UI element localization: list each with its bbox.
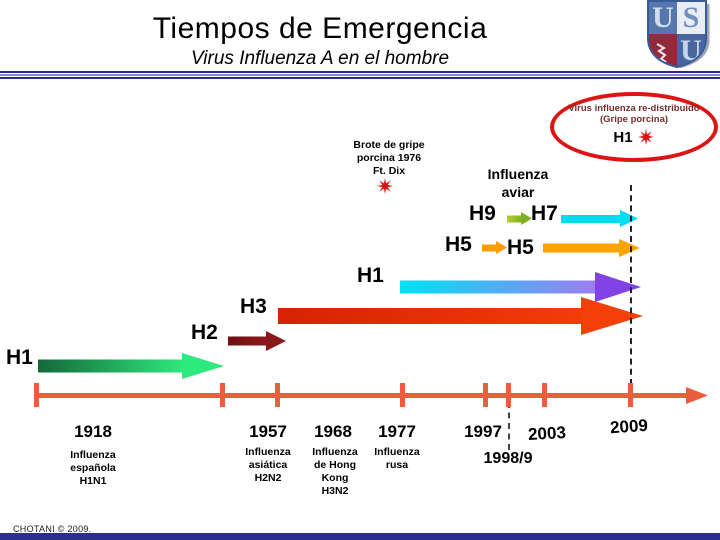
h1-russian-arrow (400, 272, 641, 302)
tick-1918 (34, 383, 39, 407)
credit-text: CHOTANI © 2009. (13, 524, 92, 534)
tick-1957 (220, 383, 225, 407)
page-title: Tiempos de Emergencia (152, 12, 488, 45)
h5-to-h5-arrow (482, 241, 507, 254)
strain-label-h7: H7 (531, 202, 558, 225)
year-label-1998-9: 1998/9 (483, 450, 533, 467)
strain-label-h1-russian: H1 (357, 264, 384, 287)
year-label-1957: 1957 (249, 422, 287, 441)
tick-1968 (275, 383, 280, 407)
h7-avian-arrow (561, 210, 638, 227)
year-label-1918: 1918 (74, 422, 112, 441)
redistributed-line1: Virus influenza re-distribuido (568, 103, 700, 114)
year-label-1968: 1968 (314, 422, 352, 441)
outbreak-star-icon (377, 178, 393, 194)
era-label-spanish-flu: Influenza española H1N1 (70, 449, 116, 487)
tick-2003 (542, 383, 547, 407)
year-label-1997: 1997 (464, 422, 502, 441)
dashed-line-1998 (508, 402, 510, 450)
redistributed-line2: (Gripe porcina) (599, 114, 669, 125)
bottom-border-bar (0, 533, 720, 540)
h1-spanish-arrow (38, 353, 224, 379)
logo-letter-u1: U (652, 1, 674, 34)
tick-1977 (400, 383, 405, 407)
strain-label-h1-spanish: H1 (6, 346, 33, 369)
strain-label-h2: H2 (191, 321, 218, 344)
page-subtitle: Virus Influenza A en el hombre (190, 48, 450, 69)
timeline-axis-arrowhead (686, 387, 708, 404)
era-label-hongkong-flu: Influenza de Hong Kong H3N2 (312, 446, 358, 497)
year-label-1977: 1977 (378, 422, 416, 441)
h9-to-h7-arrow (507, 212, 532, 225)
timeline-axis (36, 393, 690, 398)
strain-label-h3: H3 (240, 295, 267, 318)
logo-letter-s: S (683, 1, 700, 34)
year-label-2009: 2009 (609, 415, 649, 438)
h2-asian-arrow (228, 331, 286, 351)
era-label-asian-flu: Influenza asiática H2N2 (245, 446, 291, 484)
swine-outbreak-note: Brote de gripe porcina 1976 Ft. Dix (353, 139, 425, 177)
tick-1998 (506, 383, 511, 407)
era-label-russian-flu: Influenza rusa (374, 446, 420, 471)
redistributed-virus-callout: Virus influenza re-distribuido (Gripe po… (550, 92, 718, 162)
header-divider (0, 71, 720, 79)
strain-label-h9: H9 (469, 202, 496, 225)
dashed-line-2009 (630, 185, 632, 385)
tick-1997 (483, 383, 488, 407)
strain-label-h5-avian: H5 (507, 236, 534, 259)
year-label-2003: 2003 (527, 423, 567, 444)
h5-avian-arrow (543, 239, 640, 257)
outbreak-star-icon (637, 129, 654, 145)
redistributed-strain-label: H1 (613, 128, 633, 146)
usu-shield-logo: U S U (647, 0, 710, 68)
h3-hongkong-arrow (278, 297, 643, 335)
tick-2009 (628, 383, 633, 407)
strain-label-h5-precursor: H5 (445, 233, 472, 256)
avian-influenza-heading: Influenza aviar (487, 166, 549, 200)
